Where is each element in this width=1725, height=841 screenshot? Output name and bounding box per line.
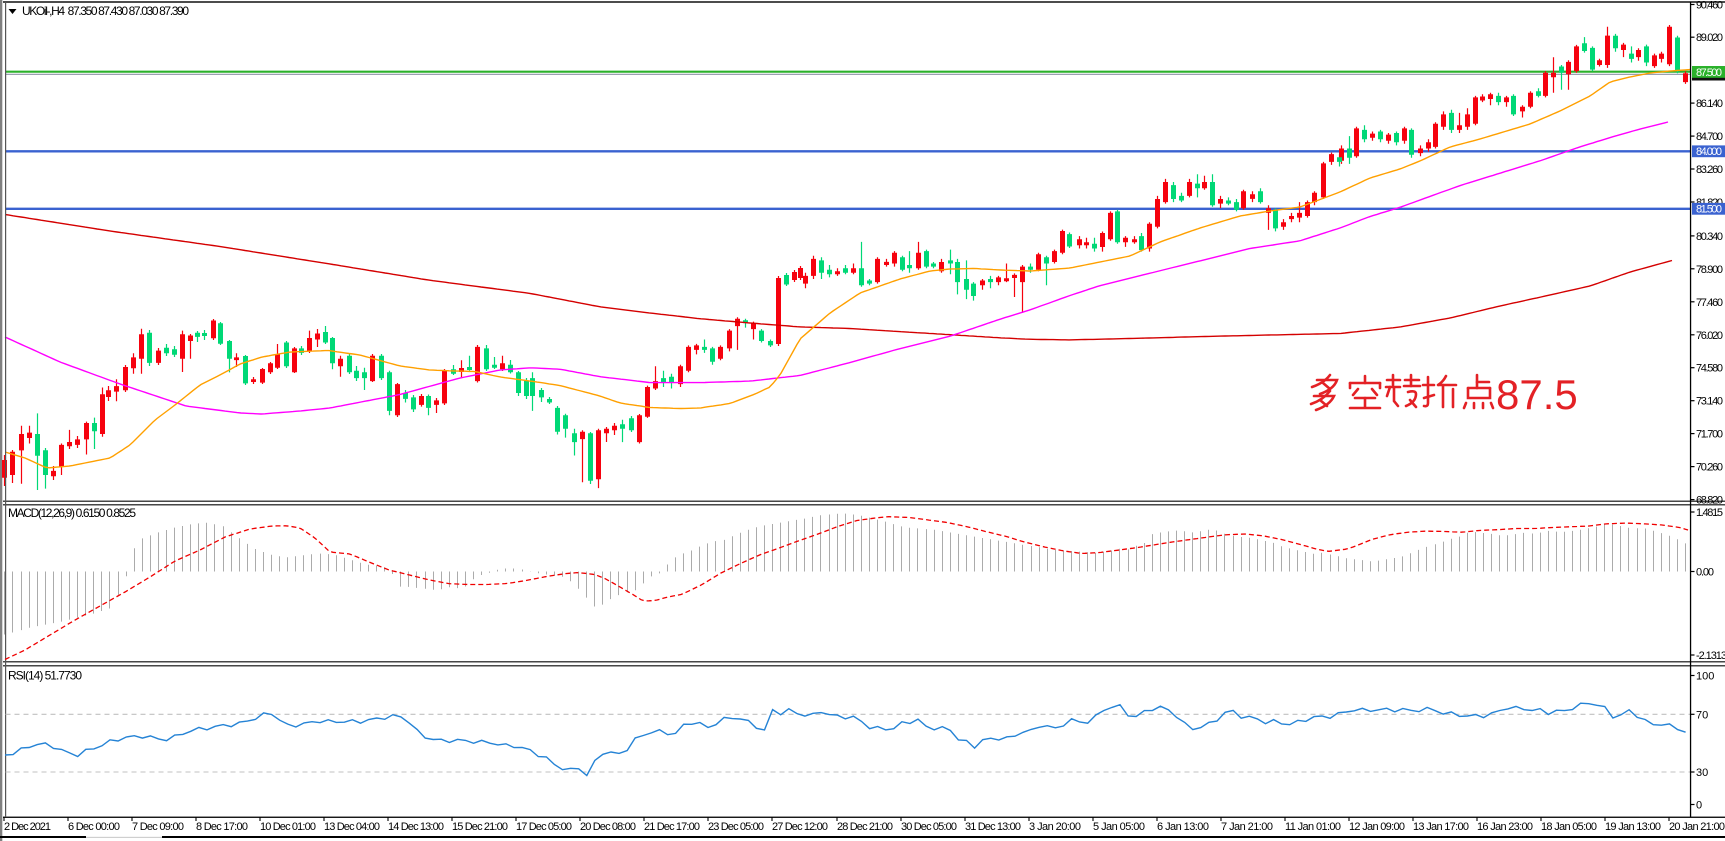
svg-text:7 Jan 21:00: 7 Jan 21:00 — [1221, 821, 1273, 833]
svg-text:83.260: 83.260 — [1696, 164, 1723, 176]
svg-text:70.260: 70.260 — [1696, 462, 1723, 474]
svg-text:13 Dec 04:00: 13 Dec 04:00 — [324, 821, 380, 833]
svg-text:71.700: 71.700 — [1696, 429, 1723, 441]
svg-text:5 Jan 05:00: 5 Jan 05:00 — [1093, 821, 1145, 833]
svg-text:76.020: 76.020 — [1696, 330, 1723, 342]
svg-text:MACD(12,26,9) 0.6150 0.8525: MACD(12,26,9) 0.6150 0.8525 — [8, 506, 136, 520]
svg-text:90.460: 90.460 — [1696, 0, 1723, 12]
svg-text:2 Dec 2021: 2 Dec 2021 — [4, 821, 51, 833]
svg-text:87.5: 87.5 — [1496, 371, 1578, 418]
svg-text:10 Dec 01:00: 10 Dec 01:00 — [260, 821, 316, 833]
svg-text:31 Dec 13:00: 31 Dec 13:00 — [965, 821, 1021, 833]
svg-text:84.000: 84.000 — [1696, 146, 1722, 158]
svg-text:77.460: 77.460 — [1696, 297, 1723, 309]
svg-text:27 Dec 12:00: 27 Dec 12:00 — [772, 821, 828, 833]
svg-text:7 Dec 09:00: 7 Dec 09:00 — [132, 821, 184, 833]
svg-text:6 Jan 13:00: 6 Jan 13:00 — [1157, 821, 1209, 833]
svg-text:74.580: 74.580 — [1696, 363, 1723, 375]
svg-text:78.900: 78.900 — [1696, 264, 1723, 276]
svg-text:8 Dec 17:00: 8 Dec 17:00 — [196, 821, 248, 833]
svg-text:3 Jan 20:00: 3 Jan 20:00 — [1029, 821, 1081, 833]
svg-text:84.700: 84.700 — [1696, 131, 1723, 143]
svg-text:89.020: 89.020 — [1696, 32, 1723, 44]
svg-text:6 Dec 00:00: 6 Dec 00:00 — [68, 821, 120, 833]
svg-text:17 Dec 05:00: 17 Dec 05:00 — [516, 821, 572, 833]
svg-text:12 Jan 09:00: 12 Jan 09:00 — [1349, 821, 1405, 833]
svg-text:20 Dec 08:00: 20 Dec 08:00 — [580, 821, 636, 833]
svg-text:16 Jan 23:00: 16 Jan 23:00 — [1477, 821, 1533, 833]
svg-text:21 Dec 17:00: 21 Dec 17:00 — [644, 821, 700, 833]
svg-text:28 Dec 21:00: 28 Dec 21:00 — [837, 821, 893, 833]
svg-text:19 Jan 13:00: 19 Jan 13:00 — [1605, 821, 1661, 833]
svg-text:11 Jan 01:00: 11 Jan 01:00 — [1285, 821, 1341, 833]
svg-text:73.140: 73.140 — [1696, 396, 1723, 408]
svg-text:100: 100 — [1696, 671, 1714, 683]
svg-text:80.340: 80.340 — [1696, 231, 1723, 243]
svg-text:30 Dec 05:00: 30 Dec 05:00 — [901, 821, 957, 833]
svg-text:81.500: 81.500 — [1696, 204, 1722, 216]
svg-text:68.820: 68.820 — [1696, 495, 1723, 507]
svg-text:30: 30 — [1696, 767, 1708, 779]
svg-text:14 Dec 13:00: 14 Dec 13:00 — [388, 821, 444, 833]
svg-text:86.140: 86.140 — [1696, 98, 1723, 110]
svg-text:-2.1313: -2.1313 — [1696, 650, 1725, 662]
svg-text:UKOil-,H4 87.350 87.430 87.03: UKOil-,H4 87.350 87.430 87.030 87.390 — [22, 4, 189, 18]
svg-text:15 Dec 21:00: 15 Dec 21:00 — [452, 821, 508, 833]
svg-text:18 Jan 05:00: 18 Jan 05:00 — [1541, 821, 1597, 833]
svg-text:1.4815: 1.4815 — [1696, 507, 1723, 519]
svg-text:13 Jan 17:00: 13 Jan 17:00 — [1413, 821, 1469, 833]
svg-text:23 Dec 05:00: 23 Dec 05:00 — [708, 821, 764, 833]
svg-text:0.00: 0.00 — [1696, 567, 1714, 579]
svg-text:RSI(14) 51.7730: RSI(14) 51.7730 — [8, 669, 82, 683]
svg-text:70: 70 — [1696, 709, 1708, 721]
svg-text:87.500: 87.500 — [1696, 67, 1722, 79]
svg-text:0: 0 — [1696, 800, 1702, 812]
svg-text:20 Jan 21:00: 20 Jan 21:00 — [1669, 821, 1725, 833]
